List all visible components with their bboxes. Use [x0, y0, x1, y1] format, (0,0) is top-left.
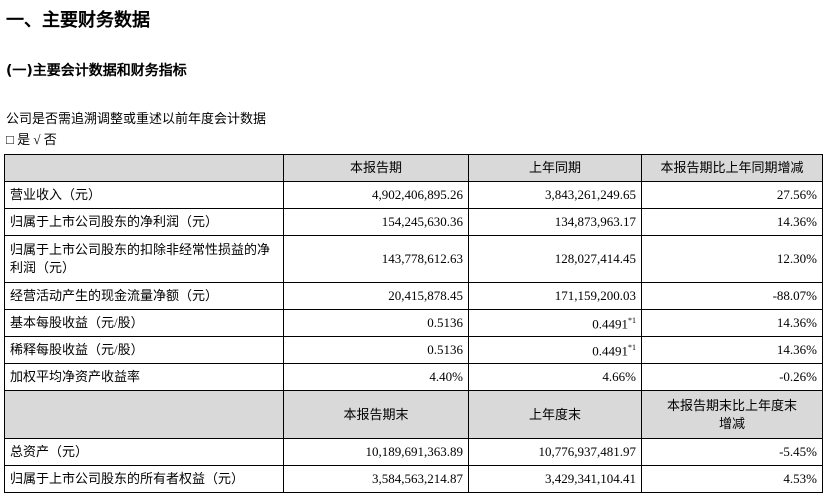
cell: 4.66%: [468, 363, 642, 391]
row-label: 加权平均净资产收益率: [4, 363, 284, 391]
cell: 0.5136: [283, 309, 469, 337]
data-row: 营业收入（元） 4,902,406,895.26 3,843,261,249.65 2…: [4, 181, 823, 209]
cell-value: 0.4491: [592, 316, 628, 332]
header-cell: [4, 390, 284, 439]
data-row: 加权平均净资产收益率 4.40% 4.66% -0.26%: [4, 363, 823, 391]
header-cell: 本报告期比上年同期增减: [641, 154, 823, 182]
cell: 14.36%: [641, 336, 823, 364]
row-label: 归属于上市公司股东的所有者权益（元）: [4, 465, 284, 493]
row-label: 归属于上市公司股东的净利润（元）: [4, 208, 284, 236]
data-row: 归属于上市公司股东的所有者权益（元） 3,584,563,214.87 3,429,…: [4, 465, 823, 493]
cell: 10,189,691,363.89: [283, 438, 469, 466]
cell: 14.36%: [641, 208, 823, 236]
cell: 143,778,612.63: [283, 235, 469, 283]
cell: 0.5136: [283, 336, 469, 364]
data-row: 基本每股收益（元/股） 0.5136 0.4491*1 14.36%: [4, 309, 823, 337]
header-row: 本报告期 上年同期 本报告期比上年同期增减: [4, 154, 823, 182]
data-row: 归属于上市公司股东的净利润（元） 154,245,630.36 134,873,96…: [4, 208, 823, 236]
header-cell: 上年同期: [468, 154, 642, 182]
data-row: 稀释每股收益（元/股） 0.5136 0.4491*1 14.36%: [4, 336, 823, 364]
cell: -5.45%: [641, 438, 823, 466]
cell: 134,873,963.17: [468, 208, 642, 236]
header-cell: 上年度末: [468, 390, 642, 439]
cell-value: 0.4491: [592, 343, 628, 359]
cell: 154,245,630.36: [283, 208, 469, 236]
cell: 3,584,563,214.87: [283, 465, 469, 493]
header-cell: 本报告期: [283, 154, 469, 182]
cell: 14.36%: [641, 309, 823, 337]
subsection-title: (一)主要会计数据和财务指标: [6, 63, 187, 79]
cell: 3,843,261,249.65: [468, 181, 642, 209]
row-label: 总资产（元）: [4, 438, 284, 466]
section-title: 一、主要财务数据: [6, 10, 150, 31]
header-cell: 本报告期末比上年度末增减: [641, 390, 823, 439]
financial-table: 本报告期 上年同期 本报告期比上年同期增减 营业收入（元） 4,902,406,895.…: [4, 154, 823, 493]
footnote-mark: *1: [628, 343, 636, 353]
cell: 0.4491*1: [468, 336, 642, 364]
cell: 20,415,878.45: [283, 282, 469, 310]
cell: 4.40%: [283, 363, 469, 391]
question: 公司是否需追溯调整或重述以前年度会计数据: [6, 111, 267, 126]
cell: 4.53%: [641, 465, 823, 493]
row-label: 经营活动产生的现金流量净额（元）: [4, 282, 284, 310]
footnote-mark: *1: [628, 316, 636, 326]
header-row: 本报告期末 上年度末 本报告期末比上年度末增减: [4, 390, 823, 439]
cell: 3,429,341,104.41: [468, 465, 642, 493]
row-label: 基本每股收益（元/股）: [4, 309, 284, 337]
cell: 12.30%: [641, 235, 823, 283]
row-label: 营业收入（元）: [4, 181, 284, 209]
cell: 27.56%: [641, 181, 823, 209]
cell: -88.07%: [641, 282, 823, 310]
header-cell: [4, 154, 284, 182]
cell: 128,027,414.45: [468, 235, 642, 283]
cell: 0.4491*1: [468, 309, 642, 337]
cell: 4,902,406,895.26: [283, 181, 469, 209]
header-cell: 本报告期末: [283, 390, 469, 439]
row-label: 归属于上市公司股东的扣除非经常性损益的净利润（元）: [4, 235, 284, 283]
cell: -0.26%: [641, 363, 823, 391]
cell: 10,776,937,481.97: [468, 438, 642, 466]
row-label: 稀释每股收益（元/股）: [4, 336, 284, 364]
data-row: 总资产（元） 10,189,691,363.89 10,776,937,481.97…: [4, 438, 823, 466]
data-row: 经营活动产生的现金流量净额（元） 20,415,878.45 171,159,200…: [4, 282, 823, 310]
options: □ 是 √ 否: [6, 132, 57, 147]
data-row: 归属于上市公司股东的扣除非经常性损益的净利润（元） 143,778,612.63 1…: [4, 235, 823, 283]
cell: 171,159,200.03: [468, 282, 642, 310]
